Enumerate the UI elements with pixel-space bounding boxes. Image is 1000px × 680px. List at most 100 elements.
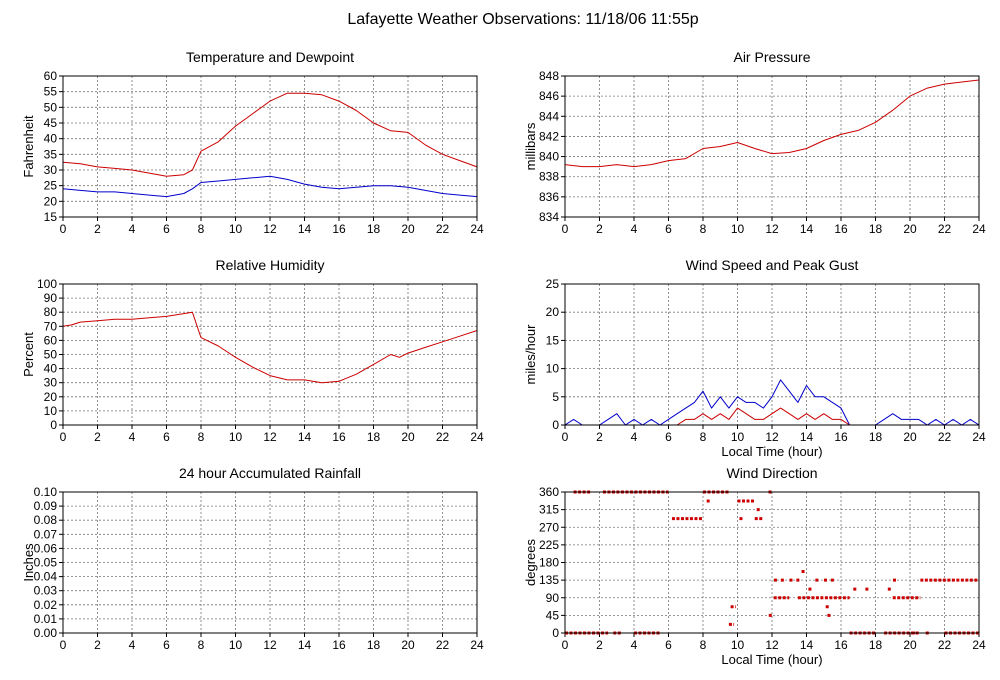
y-tick-label: 844 — [539, 109, 559, 123]
y-tick-label: 842 — [539, 129, 559, 143]
y-tick-label: 0.10 — [34, 485, 58, 499]
direction-point — [887, 587, 891, 591]
x-tick-label: 4 — [129, 222, 136, 236]
y-tick-label: 0.06 — [34, 541, 58, 555]
y-tick-label: 45 — [44, 116, 58, 130]
x-tick-label: 10 — [229, 430, 243, 444]
direction-point — [853, 587, 857, 591]
y-tick-label: 45 — [546, 608, 560, 622]
y-tick-label: 836 — [539, 190, 559, 204]
direction-point — [827, 613, 831, 617]
direction-point — [739, 517, 743, 521]
y-tick-label: 100 — [37, 277, 57, 291]
x-tick-label: 2 — [94, 638, 101, 652]
y-axis-label: Percent — [21, 332, 36, 377]
y-tick-label: 0.04 — [34, 570, 58, 584]
y-tick-label: 10 — [44, 404, 58, 418]
x-tick-label: 12 — [765, 222, 779, 236]
x-tick-label: 18 — [869, 222, 883, 236]
x-tick-label: 18 — [367, 430, 381, 444]
x-tick-label: 8 — [700, 222, 707, 236]
x-tick-label: 6 — [163, 430, 170, 444]
chart-title: Temperature and Dewpoint — [186, 49, 354, 65]
direction-point — [756, 508, 760, 512]
x-tick-label: 6 — [665, 638, 672, 652]
x-tick-label: 0 — [562, 638, 569, 652]
x-tick-label: 10 — [229, 222, 243, 236]
series-line-1 — [62, 175, 478, 198]
x-tick-label: 24 — [972, 638, 986, 652]
x-tick-label: 18 — [869, 430, 883, 444]
x-tick-label: 20 — [401, 638, 415, 652]
direction-point — [825, 605, 829, 609]
x-tick-label: 0 — [60, 222, 67, 236]
main-title: Lafayette Weather Observations: 11/18/06… — [347, 11, 698, 28]
x-tick-label: 10 — [731, 222, 745, 236]
y-tick-label: 0.00 — [34, 626, 58, 640]
x-tick-label: 6 — [665, 222, 672, 236]
x-axis-label: Local Time (hour) — [721, 652, 822, 667]
y-axis-label: Fahrenheit — [21, 115, 36, 178]
x-tick-label: 18 — [869, 638, 883, 652]
y-tick-label: 225 — [539, 538, 559, 552]
x-tick-label: 4 — [129, 638, 136, 652]
x-tick-label: 16 — [834, 430, 848, 444]
x-tick-label: 12 — [765, 638, 779, 652]
x-tick-label: 12 — [263, 430, 277, 444]
y-tick-label: 0 — [552, 418, 559, 432]
x-tick-label: 20 — [903, 430, 917, 444]
plot-frame — [564, 283, 980, 426]
x-tick-label: 4 — [631, 638, 638, 652]
x-tick-label: 0 — [60, 430, 67, 444]
y-tick-label: 5 — [552, 390, 559, 404]
x-tick-label: 16 — [332, 430, 346, 444]
x-tick-label: 20 — [903, 222, 917, 236]
y-tick-label: 0.02 — [34, 598, 58, 612]
x-tick-label: 12 — [263, 222, 277, 236]
series-line-0 — [564, 379, 980, 426]
series-line-0 — [62, 311, 478, 384]
x-tick-label: 22 — [436, 638, 450, 652]
y-tick-label: 270 — [539, 520, 559, 534]
x-tick-label: 10 — [731, 430, 745, 444]
direction-point — [801, 570, 805, 574]
x-tick-label: 10 — [229, 638, 243, 652]
y-tick-label: 0.08 — [34, 513, 58, 527]
x-tick-label: 14 — [298, 430, 312, 444]
y-tick-label: 90 — [546, 591, 560, 605]
x-tick-label: 18 — [367, 222, 381, 236]
y-tick-label: 70 — [44, 319, 58, 333]
x-tick-label: 0 — [562, 222, 569, 236]
x-tick-label: 2 — [596, 222, 603, 236]
y-axis-label: degrees — [523, 539, 538, 586]
y-tick-label: 360 — [539, 485, 559, 499]
x-tick-label: 12 — [263, 638, 277, 652]
direction-point — [830, 578, 834, 582]
x-tick-label: 2 — [94, 430, 101, 444]
y-tick-label: 315 — [539, 503, 559, 517]
x-tick-label: 8 — [700, 430, 707, 444]
x-tick-label: 16 — [332, 638, 346, 652]
x-tick-label: 18 — [367, 638, 381, 652]
x-tick-label: 6 — [665, 430, 672, 444]
x-tick-label: 8 — [198, 638, 205, 652]
direction-point — [865, 587, 869, 591]
x-tick-label: 22 — [938, 638, 952, 652]
y-tick-label: 834 — [539, 210, 559, 224]
x-tick-label: 8 — [700, 638, 707, 652]
x-tick-label: 16 — [332, 222, 346, 236]
x-tick-label: 14 — [800, 430, 814, 444]
y-tick-label: 50 — [44, 100, 58, 114]
y-tick-label: 60 — [44, 333, 58, 347]
x-tick-label: 4 — [129, 430, 136, 444]
y-axis-label: miles/hour — [523, 324, 538, 385]
x-tick-label: 22 — [938, 222, 952, 236]
